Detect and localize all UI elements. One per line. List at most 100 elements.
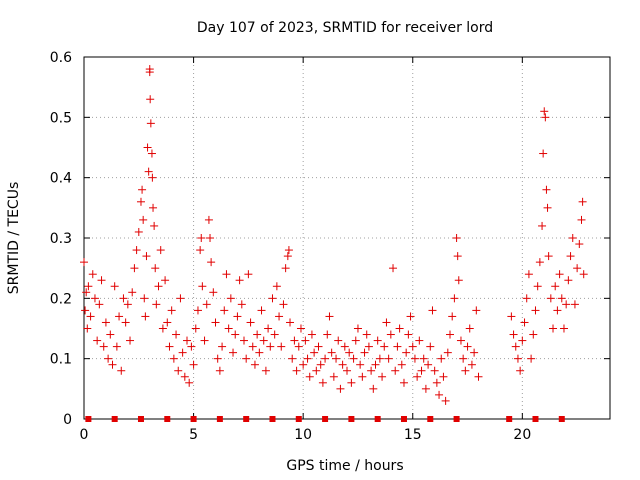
data-point [250, 360, 259, 369]
data-point [242, 354, 251, 363]
data-point [516, 366, 525, 375]
data-point [338, 360, 347, 369]
data-point [270, 330, 279, 339]
data-point [421, 384, 430, 393]
data-point [507, 312, 516, 321]
y-axis: 0 0.1 0.2 0.3 0.4 0.5 0.6 [50, 50, 610, 428]
data-point [316, 360, 325, 369]
data-point [329, 372, 338, 381]
data-point [148, 173, 157, 182]
data-point [117, 366, 126, 375]
data-point [459, 354, 468, 363]
data-point [555, 270, 564, 279]
data-point [435, 390, 444, 399]
data-point [149, 203, 158, 212]
data-point [408, 342, 417, 351]
data-point [551, 282, 560, 291]
chart-title: Day 107 of 2023, SRMTID for receiver lor… [197, 20, 493, 36]
data-point [340, 342, 349, 351]
data-point [296, 324, 305, 333]
data-point [123, 300, 132, 309]
data-point [397, 360, 406, 369]
data-point [277, 342, 286, 351]
data-point [428, 306, 437, 315]
data-point [132, 246, 141, 255]
baseline-marker [322, 416, 329, 422]
plot-frame [83, 56, 611, 420]
data-point [239, 336, 248, 345]
data-point [332, 354, 341, 363]
data-point [513, 354, 522, 363]
data-point [144, 167, 153, 176]
data-point [154, 282, 163, 291]
data-point [146, 95, 155, 104]
data-point [541, 113, 550, 122]
data-point [255, 348, 264, 357]
data-point [147, 149, 156, 158]
data-point [151, 264, 160, 273]
baseline-marker [111, 416, 118, 422]
y-axis-label: SRMTID / TECUs [6, 182, 22, 295]
data-point [90, 294, 99, 303]
data-point [432, 378, 441, 387]
data-point [573, 264, 582, 273]
data-point [237, 300, 246, 309]
data-point [518, 336, 527, 345]
data-point [224, 324, 233, 333]
data-point [246, 318, 255, 327]
data-point [415, 336, 424, 345]
data-point [209, 288, 218, 297]
data-point [299, 360, 308, 369]
data-point [453, 252, 462, 261]
data-point [283, 252, 292, 261]
data-point [404, 330, 413, 339]
data-point [174, 366, 183, 375]
data-point [167, 306, 176, 315]
data-point [579, 270, 588, 279]
data-point [413, 372, 422, 381]
data-point [448, 312, 457, 321]
data-point [172, 330, 181, 339]
data-point [391, 366, 400, 375]
data-point [220, 306, 229, 315]
data-point [343, 366, 351, 375]
data-point [233, 312, 242, 321]
x-tick-label: 0 [80, 427, 89, 443]
data-point [112, 342, 121, 351]
data-point [84, 282, 93, 291]
y-tick-label: 0.3 [50, 231, 72, 247]
data-point [95, 300, 104, 309]
data-point [93, 336, 102, 345]
data-point [281, 264, 290, 273]
data-point [546, 294, 555, 303]
data-point [248, 342, 257, 351]
data-point [562, 300, 571, 309]
data-point [577, 215, 586, 224]
baseline-marker [295, 416, 302, 422]
baseline-marker [190, 416, 197, 422]
x-tick-label: 20 [513, 427, 531, 443]
data-point [200, 336, 209, 345]
data-point [156, 246, 165, 255]
data-point [349, 354, 358, 363]
data-point [406, 312, 415, 321]
data-point [419, 354, 428, 363]
data-point [189, 360, 198, 369]
baseline-marker [216, 416, 223, 422]
data-point [446, 330, 455, 339]
data-point [509, 330, 518, 339]
grid [83, 56, 610, 420]
data-point [134, 227, 143, 236]
data-point [257, 306, 266, 315]
data-point [88, 270, 97, 279]
x-axis-label: GPS time / hours [286, 458, 403, 474]
data-point [437, 354, 446, 363]
data-point [424, 360, 433, 369]
baseline-marker [269, 416, 276, 422]
data-point [465, 324, 474, 333]
data-point [169, 354, 178, 363]
data-point [362, 330, 371, 339]
data-point [336, 384, 345, 393]
data-point [86, 312, 95, 321]
data-point [275, 312, 284, 321]
